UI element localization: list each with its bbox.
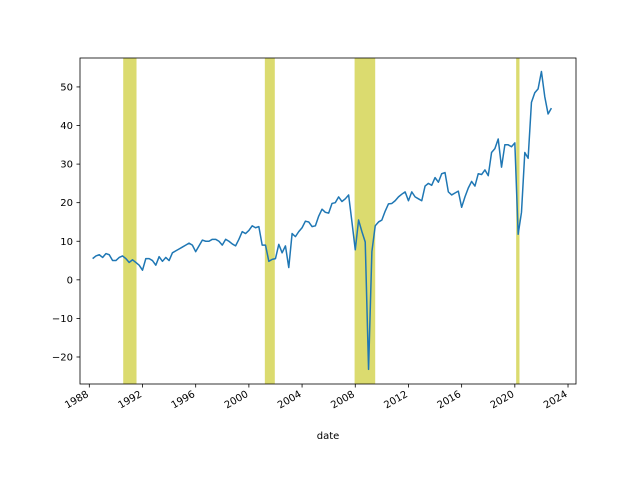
y-tick-label: 40 xyxy=(60,121,73,132)
shaded-period-3 xyxy=(354,58,376,384)
x-tick-label: 1988 xyxy=(63,389,91,411)
x-axis-label: date xyxy=(317,431,340,442)
shaded-periods xyxy=(123,58,520,384)
y-tick-label: 20 xyxy=(60,198,73,209)
y-tick-label: −20 xyxy=(52,352,73,363)
y-axis-ticks: −20 −10 0 10 20 30 40 50 xyxy=(52,82,80,363)
x-tick-label: 2016 xyxy=(436,389,464,411)
x-axis-ticks: 1988 1992 1996 2000 2004 2008 2012 2016 2020 2024 xyxy=(63,384,570,411)
x-tick-label: 2020 xyxy=(489,389,517,411)
y-tick-label: 50 xyxy=(60,82,73,93)
x-tick-label: 1996 xyxy=(170,389,198,411)
x-tick-label: 2004 xyxy=(276,389,304,411)
x-tick-label: 2000 xyxy=(223,389,251,411)
x-tick-label: 1992 xyxy=(116,389,144,411)
y-tick-label: 0 xyxy=(67,275,73,286)
x-tick-label: 2008 xyxy=(329,389,357,411)
shaded-period-1 xyxy=(123,58,137,384)
shaded-period-2 xyxy=(264,58,275,384)
x-tick-label: 2024 xyxy=(542,389,570,411)
y-tick-label: 30 xyxy=(60,160,73,171)
y-tick-label: 10 xyxy=(60,237,73,248)
x-tick-label: 2012 xyxy=(382,389,410,411)
series-line-1 xyxy=(92,70,553,371)
plot-frame xyxy=(79,57,577,385)
y-tick-label: −10 xyxy=(52,314,73,325)
series-group xyxy=(92,70,553,371)
